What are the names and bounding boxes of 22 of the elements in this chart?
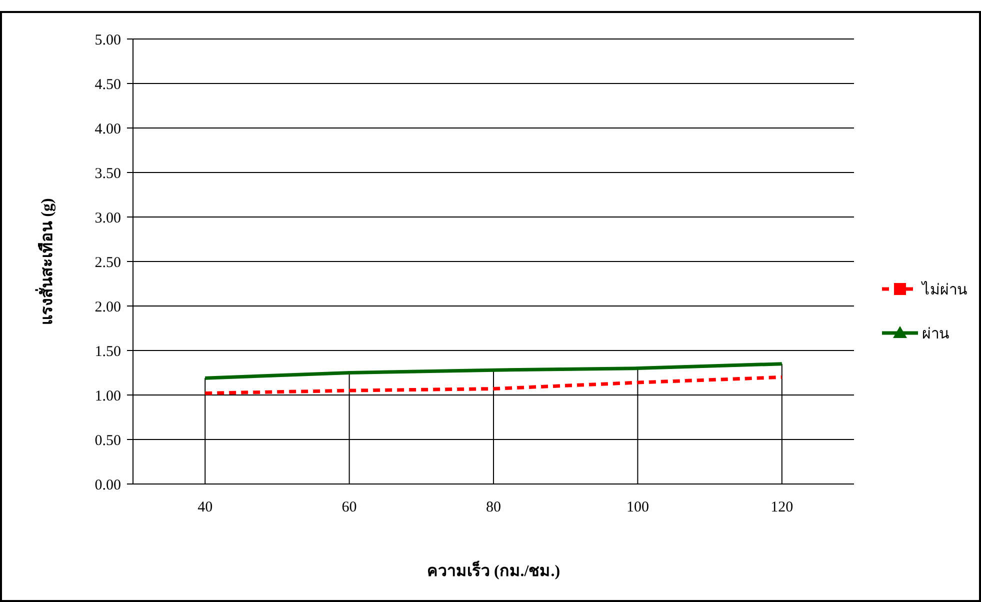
x-axis-title: ความเร็ว (กม./ชม.) <box>426 559 560 580</box>
legend-label: ผ่าน <box>922 326 949 342</box>
line-series <box>203 362 784 380</box>
y-tick-label: 1.00 <box>94 388 121 404</box>
y-axis-title: แรงสั่นสะเทือน (g) <box>35 198 56 325</box>
x-tick-label: 80 <box>486 499 501 516</box>
y-tick-label: 4.00 <box>94 121 121 138</box>
y-tick-label: 2.00 <box>94 299 121 316</box>
x-tick-label: 120 <box>770 499 794 516</box>
y-tick-label: 3.00 <box>94 210 121 226</box>
y-tick-label: 5.00 <box>94 32 121 48</box>
y-tick-label: 0.00 <box>94 477 121 494</box>
x-tick-label: 40 <box>198 499 213 516</box>
y-tick-label: 2.50 <box>94 254 121 271</box>
x-tick-label: 100 <box>626 499 649 516</box>
legend-label: ไม่ผ่าน <box>921 280 967 298</box>
y-tick-label: 4.50 <box>94 76 121 93</box>
y-tick-label: 3.50 <box>94 166 121 182</box>
line-series <box>203 375 784 395</box>
x-tick-label: 60 <box>342 499 357 516</box>
y-tick-label: 1.50 <box>94 344 121 360</box>
y-tick-label: 0.50 <box>94 432 121 449</box>
